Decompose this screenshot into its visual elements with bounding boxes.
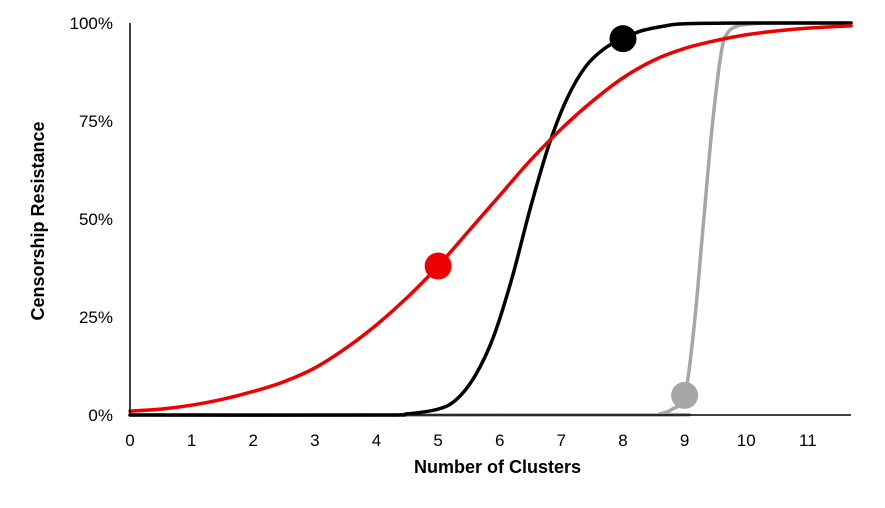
x-tick-label: 8 <box>618 431 627 450</box>
series-line-3 <box>128 21 853 417</box>
y-tick-label: 75% <box>79 112 113 131</box>
x-tick-label: 9 <box>680 431 689 450</box>
x-tick-label: 3 <box>310 431 319 450</box>
series-marker-1 <box>424 252 452 280</box>
x-tick-label: 6 <box>495 431 504 450</box>
y-tick-label: 100% <box>70 14 113 33</box>
y-tick-label: 0% <box>88 406 113 425</box>
x-tick-label: 11 <box>799 431 817 450</box>
y-tick-label: 25% <box>79 308 113 327</box>
x-axis-ticks: 0 1 2 3 4 5 6 7 8 9 10 11 <box>125 431 816 450</box>
series-layer <box>128 21 853 417</box>
x-tick-label: 10 <box>737 431 756 450</box>
x-tick-label: 7 <box>557 431 566 450</box>
series-marker-2 <box>609 25 637 53</box>
marker-layer <box>424 25 699 409</box>
y-tick-label: 50% <box>79 210 113 229</box>
y-axis-title: Censorship Resistance <box>28 121 48 320</box>
series-line-2 <box>128 21 853 417</box>
x-tick-label: 5 <box>433 431 442 450</box>
series-line-1 <box>128 23 853 413</box>
y-axis-ticks: 0% 25% 50% 75% 100% <box>70 14 113 425</box>
x-tick-label: 0 <box>125 431 134 450</box>
series-marker-3 <box>671 381 699 409</box>
x-tick-label: 4 <box>372 431 381 450</box>
x-axis-title: Number of Clusters <box>414 457 581 477</box>
x-tick-label: 1 <box>187 431 196 450</box>
x-tick-label: 2 <box>249 431 258 450</box>
